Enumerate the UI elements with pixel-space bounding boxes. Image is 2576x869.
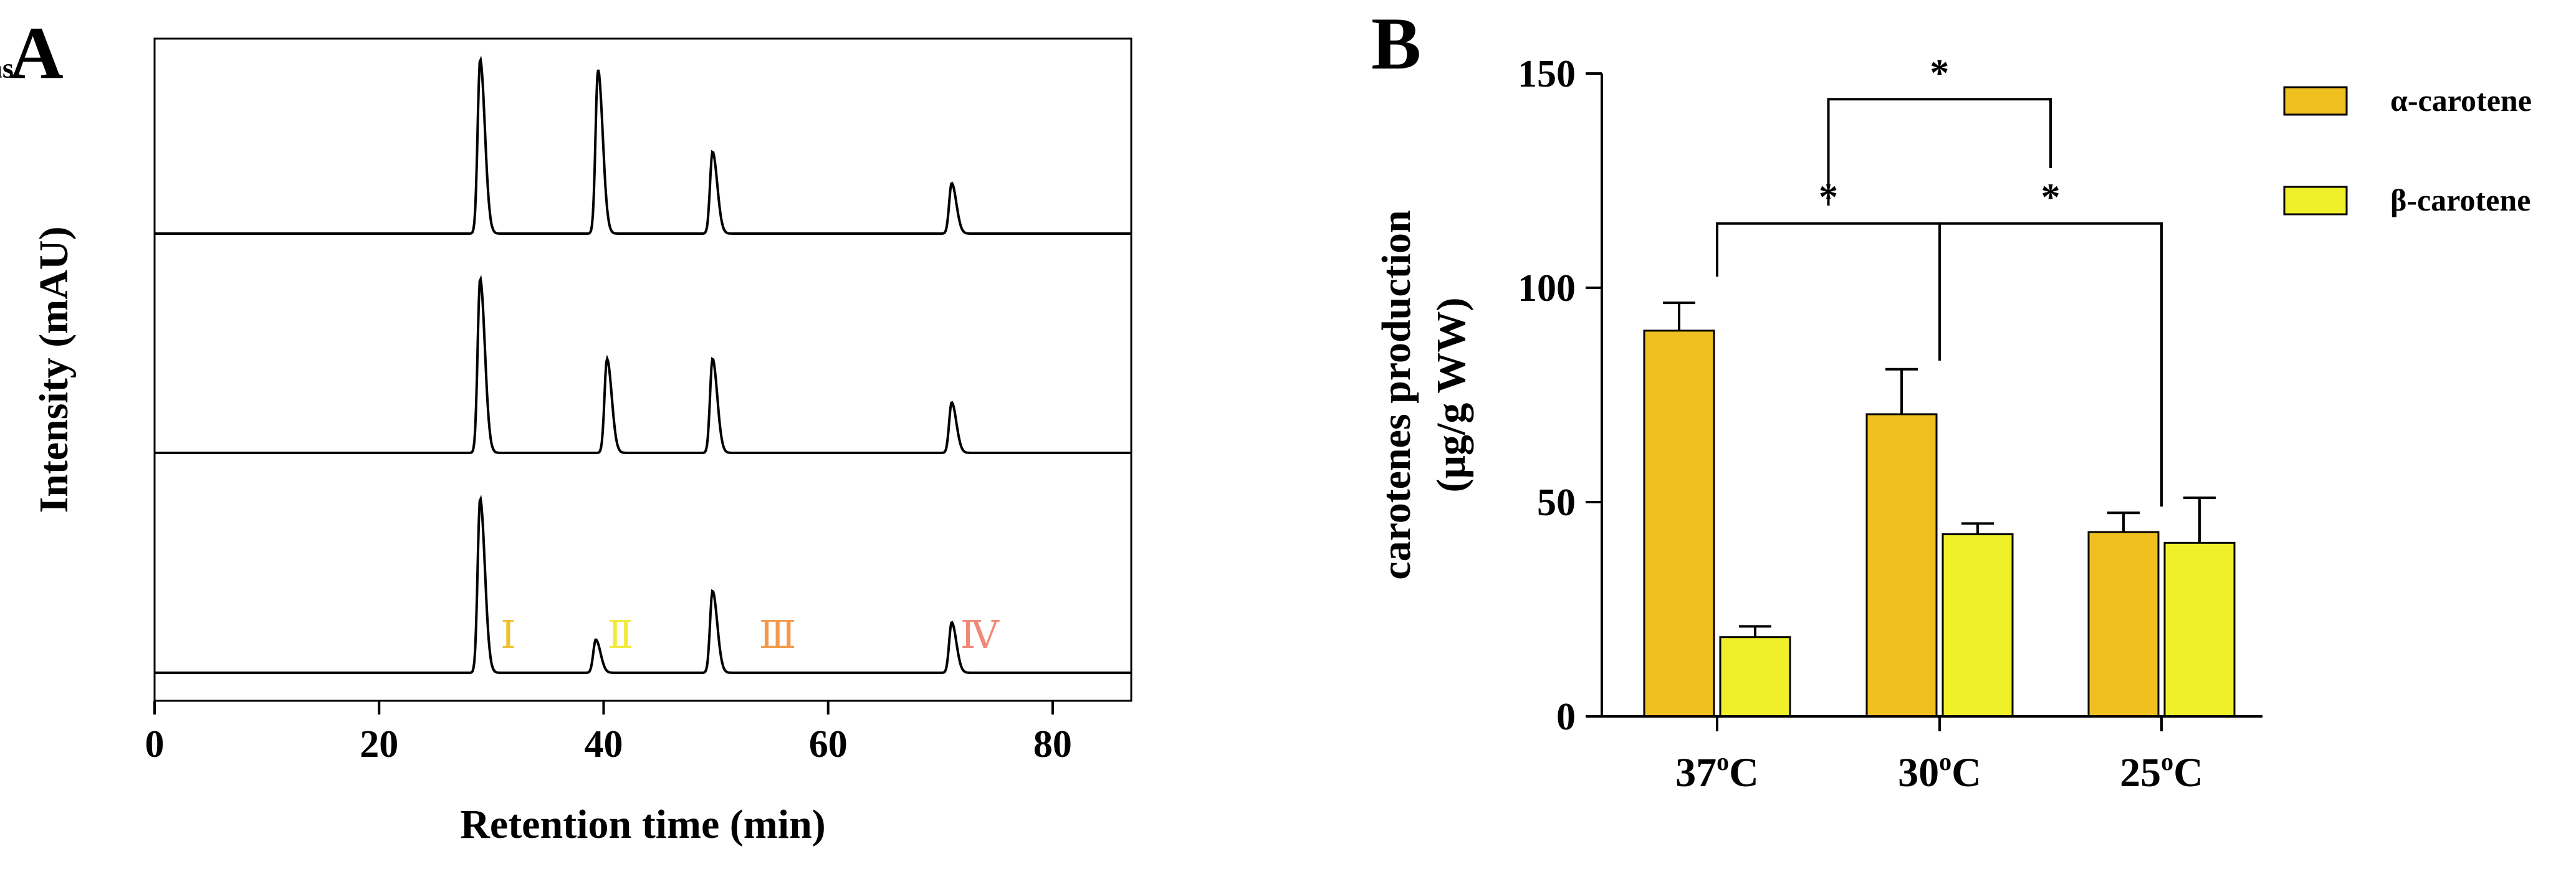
chromatogram-x-tick-label: 60 — [809, 723, 848, 766]
chromatogram-x-tick-label: 40 — [584, 723, 623, 766]
chromatogram-x-tick-label: 80 — [1033, 723, 1072, 766]
chromatogram-y-axis-title: Intensity (mAU) — [31, 226, 77, 513]
chromatogram-frame — [153, 37, 1132, 702]
category-label-1: 37oC — [1675, 748, 1759, 795]
significance-label-4: ns — [0, 52, 14, 83]
bar-y-tick-label: 150 — [1518, 53, 1576, 95]
legend-label-2: β-carotene — [2390, 183, 2531, 217]
category-label-3: 25oC — [2120, 748, 2203, 795]
bar-y-tick-label: 0 — [1556, 696, 1576, 738]
peak-label-4: Ⅳ — [960, 614, 1000, 657]
significance-bracket-1 — [1716, 222, 1941, 361]
bar-y-axis-title-line2: (μg/g WW) — [1429, 297, 1474, 492]
legend-label-1: α-carotene — [2390, 83, 2532, 118]
bar-alpha-3 — [2087, 531, 2160, 718]
bar-y-tick-label: 50 — [1537, 482, 1576, 524]
chromatogram-x-axis-title: Retention time (min) — [460, 802, 826, 847]
significance-bracket-3 — [1827, 98, 2052, 206]
bar-beta-3 — [2163, 541, 2236, 718]
bar-y-tick-label: 100 — [1518, 267, 1576, 310]
significance-bracket-2 — [1938, 222, 2163, 507]
peak-label-1: Ⅰ — [500, 614, 516, 657]
legend-swatch-2 — [2283, 186, 2348, 216]
peak-label-2: Ⅱ — [607, 614, 633, 657]
chromatogram-trace-3 — [155, 495, 1131, 674]
bar-alpha-2 — [1865, 413, 1938, 718]
bar-beta-1 — [1719, 636, 1791, 718]
chromatogram-x-tick-label: 20 — [360, 723, 398, 766]
chromatogram-x-tick-label: 0 — [145, 723, 165, 766]
bar-chart-panel: carotenes production (μg/g WW) 0 50 100 150… — [0, 52, 2532, 795]
significance-label-2: * — [2041, 176, 2061, 219]
chromatogram-trace-1 — [155, 55, 1131, 235]
bar-y-axis-title-line1: carotenes production — [1374, 210, 1419, 579]
category-label-2: 30oC — [1898, 748, 1981, 795]
chromatogram-panel: Intensity (mAU) Retention time (min) Ⅰ Ⅱ Ⅲ… — [31, 37, 1132, 847]
legend-swatch-1 — [2283, 86, 2348, 116]
peak-label-3: Ⅲ — [759, 614, 797, 657]
bar-alpha-1 — [1643, 330, 1715, 718]
significance-label-3: * — [1930, 52, 1949, 94]
panel-b-letter: B — [1371, 2, 1421, 85]
chromatogram-trace-2 — [155, 275, 1131, 454]
bar-beta-2 — [1942, 533, 2014, 718]
panel-a-letter: A — [9, 11, 64, 94]
